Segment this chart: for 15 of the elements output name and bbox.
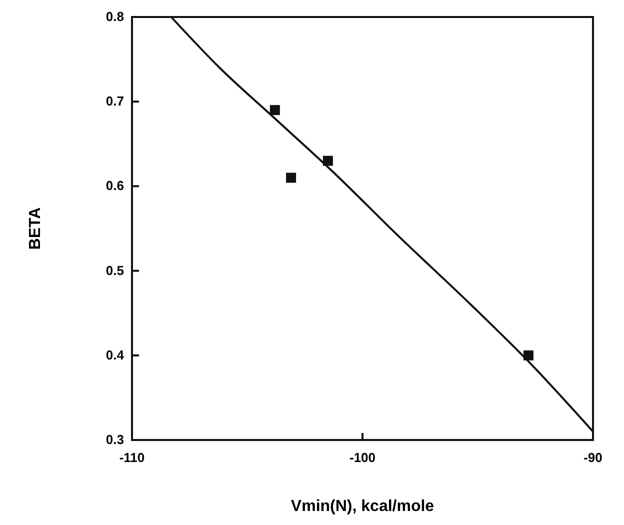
y-tick-label: 0.5 [106,262,124,278]
x-axis-title: Vmin(N), kcal/mole [290,498,434,515]
x-tick-label: -100 [349,450,376,465]
x-tick-label: -90 [584,450,602,465]
point [322,156,333,166]
x-tick-label: -110 [119,450,145,465]
point [270,105,280,116]
point [523,350,534,360]
y-tick-label: 0.6 [106,178,124,194]
y-tick-label: 0.4 [106,347,125,362]
y-axis-title: BETA [27,206,44,250]
y-tick-label: 0.7 [106,94,124,109]
y-tick-label: 0.8 [106,9,124,24]
y-tick-label: 0.3 [106,432,124,447]
point [286,172,296,183]
